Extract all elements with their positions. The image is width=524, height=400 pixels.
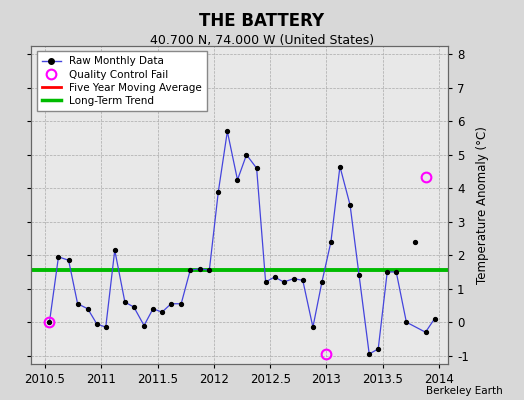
Legend: Raw Monthly Data, Quality Control Fail, Five Year Moving Average, Long-Term Tren: Raw Monthly Data, Quality Control Fail, …: [37, 51, 207, 111]
Text: Berkeley Earth: Berkeley Earth: [427, 386, 503, 396]
Y-axis label: Temperature Anomaly (°C): Temperature Anomaly (°C): [476, 126, 489, 284]
Text: 40.700 N, 74.000 W (United States): 40.700 N, 74.000 W (United States): [150, 34, 374, 47]
Text: THE BATTERY: THE BATTERY: [200, 12, 324, 30]
